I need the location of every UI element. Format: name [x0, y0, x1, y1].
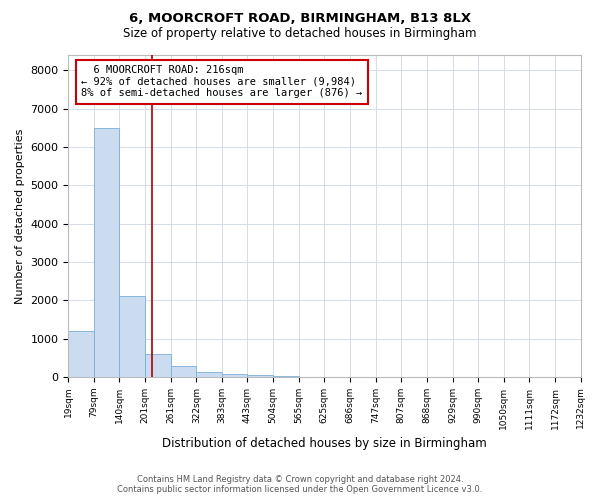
Bar [68, 331, 94, 377]
Text: Size of property relative to detached houses in Birmingham: Size of property relative to detached ho… [123, 28, 477, 40]
Bar [170, 366, 196, 377]
Y-axis label: Number of detached properties: Number of detached properties [15, 128, 25, 304]
Text: 6 MOORCROFT ROAD: 216sqm
← 92% of detached houses are smaller (9,984)
8% of semi: 6 MOORCROFT ROAD: 216sqm ← 92% of detach… [82, 65, 363, 98]
Bar [222, 374, 247, 377]
Bar [94, 128, 119, 377]
Bar [119, 296, 145, 377]
Text: Contains HM Land Registry data © Crown copyright and database right 2024.
Contai: Contains HM Land Registry data © Crown c… [118, 474, 482, 494]
Bar [247, 376, 273, 377]
Bar [145, 354, 170, 377]
X-axis label: Distribution of detached houses by size in Birmingham: Distribution of detached houses by size … [162, 437, 487, 450]
Bar [196, 372, 222, 377]
Text: 6, MOORCROFT ROAD, BIRMINGHAM, B13 8LX: 6, MOORCROFT ROAD, BIRMINGHAM, B13 8LX [129, 12, 471, 26]
Bar [273, 376, 299, 377]
